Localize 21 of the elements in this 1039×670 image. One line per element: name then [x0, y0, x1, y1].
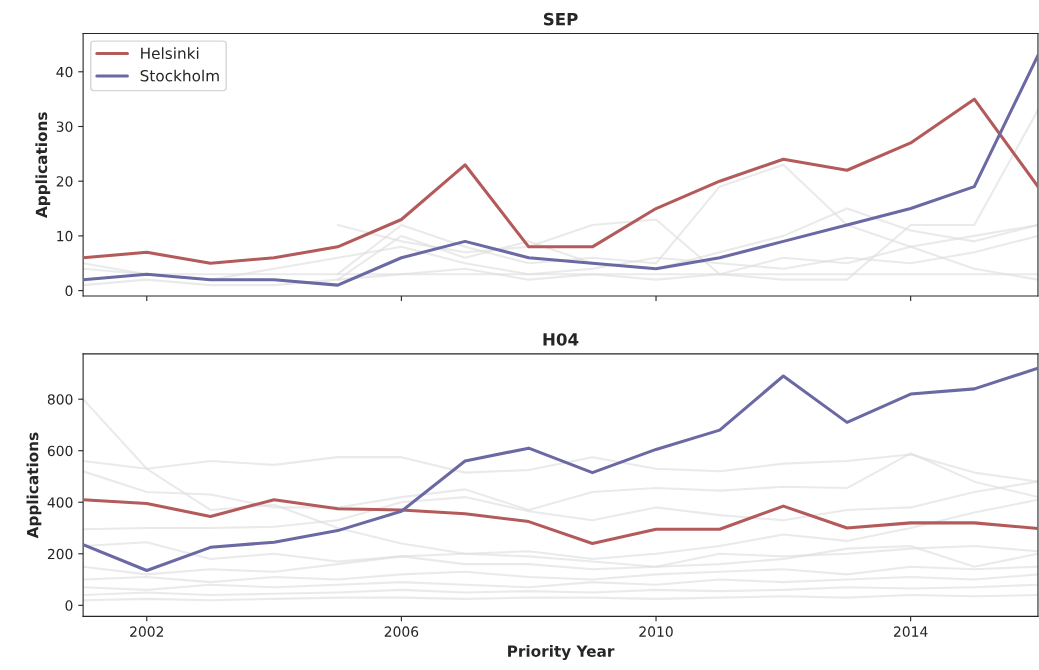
- x-axis-title: Priority Year: [508, 645, 615, 661]
- y-tick-label: 200: [47, 548, 73, 560]
- chart-title: SEP: [543, 12, 578, 26]
- x-tick-label: 2014: [893, 626, 928, 637]
- legend-label: Stockholm: [140, 69, 219, 82]
- y-axis-title: Applications: [26, 432, 42, 539]
- x-tick-label: 2010: [639, 626, 673, 637]
- y-tick-label: 0: [65, 600, 73, 611]
- x-tick-label: 2002: [130, 626, 164, 637]
- chart-title: H04: [543, 333, 579, 346]
- legend-label: Helsinki: [141, 47, 199, 60]
- y-tick-label: 10: [57, 230, 73, 242]
- y-axis-title: Applications: [35, 112, 51, 218]
- y-tick-label: 800: [47, 394, 73, 405]
- x-tick-label: 2006: [384, 626, 419, 637]
- y-tick-label: 40: [56, 66, 73, 78]
- y-tick-label: 20: [56, 176, 73, 187]
- y-tick-label: 30: [56, 121, 73, 132]
- y-tick-label: 0: [65, 285, 73, 297]
- y-tick-label: 600: [47, 445, 73, 457]
- y-tick-label: 400: [47, 497, 73, 508]
